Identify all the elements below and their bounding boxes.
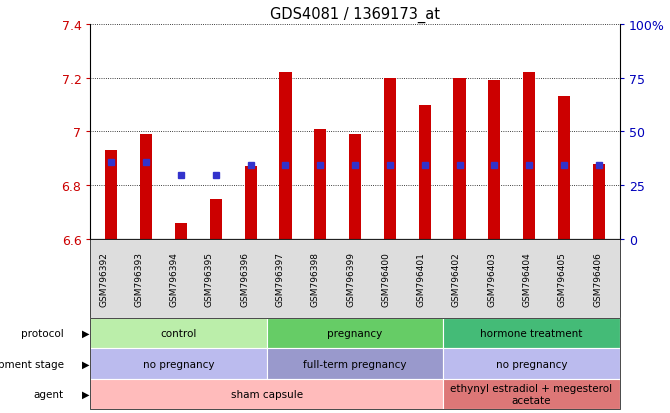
Title: GDS4081 / 1369173_at: GDS4081 / 1369173_at — [270, 7, 440, 24]
Bar — [314, 130, 326, 240]
Text: agent: agent — [34, 389, 64, 399]
Text: GSM796403: GSM796403 — [487, 252, 496, 306]
Text: GSM796402: GSM796402 — [452, 252, 461, 306]
Text: ▶: ▶ — [82, 358, 89, 369]
Bar — [384, 78, 396, 240]
Text: GSM796405: GSM796405 — [558, 252, 567, 306]
Bar — [349, 135, 361, 240]
Text: development stage: development stage — [0, 358, 64, 369]
Bar — [593, 164, 605, 240]
Text: GSM796406: GSM796406 — [593, 252, 602, 306]
Text: GSM796396: GSM796396 — [241, 252, 249, 306]
Text: GSM796392: GSM796392 — [99, 252, 108, 306]
Bar — [488, 81, 500, 240]
Text: GSM796400: GSM796400 — [381, 252, 391, 306]
Bar — [558, 97, 570, 240]
Bar — [454, 78, 466, 240]
Text: GSM796394: GSM796394 — [170, 252, 179, 306]
Bar — [105, 151, 117, 240]
Text: GSM796395: GSM796395 — [205, 252, 214, 306]
Text: GSM796399: GSM796399 — [346, 252, 355, 306]
Text: GSM796393: GSM796393 — [135, 252, 143, 306]
Text: hormone treatment: hormone treatment — [480, 328, 583, 338]
Bar — [279, 73, 291, 240]
Bar — [175, 223, 187, 240]
Text: GSM796404: GSM796404 — [523, 252, 531, 306]
Text: pregnancy: pregnancy — [328, 328, 383, 338]
Bar — [419, 105, 431, 240]
Text: GSM796397: GSM796397 — [275, 252, 285, 306]
Bar — [140, 135, 152, 240]
Text: GSM796398: GSM796398 — [311, 252, 320, 306]
Bar — [523, 73, 535, 240]
Bar — [210, 199, 222, 240]
Text: ▶: ▶ — [82, 328, 89, 338]
Text: GSM796401: GSM796401 — [417, 252, 425, 306]
Text: sham capsule: sham capsule — [231, 389, 303, 399]
Text: ▶: ▶ — [82, 389, 89, 399]
Text: no pregnancy: no pregnancy — [143, 358, 214, 369]
Text: full-term pregnancy: full-term pregnancy — [304, 358, 407, 369]
Text: no pregnancy: no pregnancy — [496, 358, 567, 369]
Bar — [245, 167, 257, 240]
Text: protocol: protocol — [21, 328, 64, 338]
Text: control: control — [161, 328, 197, 338]
Text: ethynyl estradiol + megesterol
acetate: ethynyl estradiol + megesterol acetate — [450, 383, 612, 405]
